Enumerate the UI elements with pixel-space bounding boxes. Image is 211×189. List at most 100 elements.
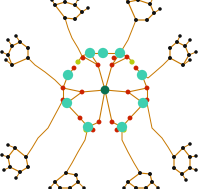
Point xyxy=(145,98,149,101)
Point xyxy=(134,67,138,70)
Point xyxy=(78,116,82,119)
Point xyxy=(126,180,130,184)
Point xyxy=(0,153,4,156)
Point xyxy=(72,67,76,70)
Point xyxy=(82,187,86,189)
Point xyxy=(194,154,198,157)
Point xyxy=(183,44,187,47)
Point xyxy=(194,50,198,53)
Point xyxy=(118,51,122,54)
Point xyxy=(64,171,68,174)
Point xyxy=(141,101,145,105)
Point xyxy=(61,87,65,90)
Point xyxy=(61,98,65,101)
Point xyxy=(53,180,57,184)
Point xyxy=(68,187,72,189)
Point xyxy=(65,101,69,105)
Point xyxy=(126,1,130,4)
Point xyxy=(120,125,124,129)
Point xyxy=(4,58,8,61)
Point xyxy=(110,121,114,124)
Point xyxy=(184,178,188,181)
Point xyxy=(125,56,129,59)
Point xyxy=(80,10,84,13)
Point xyxy=(26,57,30,60)
Point xyxy=(115,129,119,132)
Point xyxy=(145,19,149,22)
Point xyxy=(6,156,10,159)
Point xyxy=(172,156,176,159)
Point xyxy=(97,121,101,124)
Point xyxy=(10,44,14,47)
Point xyxy=(188,58,192,61)
Point xyxy=(158,8,162,11)
Point xyxy=(80,91,84,94)
Point xyxy=(148,173,152,176)
Point xyxy=(63,16,67,19)
Point xyxy=(145,87,149,90)
Point xyxy=(126,91,130,94)
Point xyxy=(181,64,185,67)
Point xyxy=(2,168,6,171)
Point xyxy=(26,166,30,169)
Point xyxy=(148,2,152,5)
Point xyxy=(188,143,192,146)
Point xyxy=(48,187,52,189)
Point xyxy=(128,116,132,119)
Point xyxy=(178,34,182,37)
Point xyxy=(18,40,22,43)
Point xyxy=(86,125,90,129)
Point xyxy=(13,146,17,149)
Point xyxy=(140,74,144,77)
Point xyxy=(88,51,92,54)
Point xyxy=(188,39,192,42)
Point xyxy=(86,6,90,9)
Point xyxy=(81,57,85,60)
Point xyxy=(134,187,138,189)
Point xyxy=(103,88,107,91)
Point xyxy=(76,180,80,184)
Point xyxy=(112,57,116,60)
Point xyxy=(180,173,184,176)
Point xyxy=(194,168,198,171)
Point xyxy=(6,53,10,57)
Point xyxy=(96,64,100,67)
Point xyxy=(10,64,14,67)
Point xyxy=(188,167,192,170)
Point xyxy=(6,39,10,42)
Point xyxy=(122,129,126,132)
Point xyxy=(175,40,179,43)
Point xyxy=(152,12,156,15)
Point xyxy=(134,19,138,22)
Point xyxy=(26,46,30,50)
Point xyxy=(74,174,78,177)
Point xyxy=(110,64,114,67)
Point xyxy=(63,1,67,4)
Point xyxy=(18,170,22,174)
Point xyxy=(144,187,148,189)
Point xyxy=(91,129,95,132)
Point xyxy=(168,46,172,50)
Point xyxy=(14,34,18,37)
Point xyxy=(53,3,57,6)
Point xyxy=(73,18,77,21)
Point xyxy=(156,187,160,189)
Point xyxy=(76,60,80,64)
Point xyxy=(101,51,105,54)
Point xyxy=(6,143,10,146)
Point xyxy=(24,156,28,159)
Point xyxy=(130,60,134,64)
Point xyxy=(188,156,192,159)
Point xyxy=(73,3,77,6)
Point xyxy=(76,0,80,1)
Point xyxy=(136,0,140,2)
Point xyxy=(122,187,126,189)
Point xyxy=(168,57,172,60)
Point xyxy=(138,171,142,174)
Point xyxy=(8,166,12,169)
Point xyxy=(181,146,185,149)
Point xyxy=(58,187,62,189)
Point xyxy=(0,50,4,53)
Point xyxy=(14,177,18,180)
Point xyxy=(172,167,176,170)
